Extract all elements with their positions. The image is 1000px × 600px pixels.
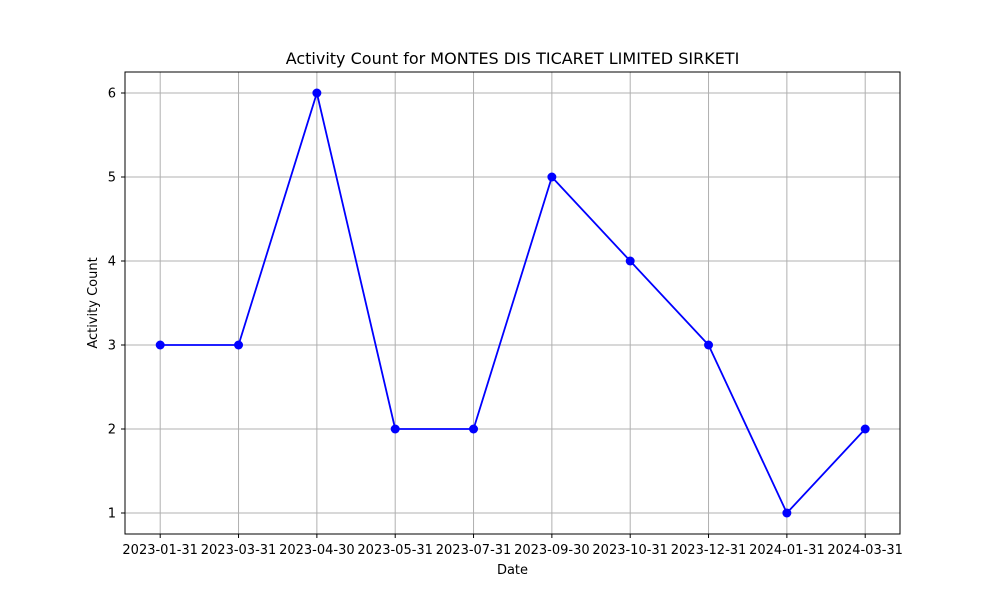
chart-title: Activity Count for MONTES DIS TICARET LI… [286, 49, 740, 68]
ticks: 2023-01-31 2023-03-31 2023-04-30 2023-05-31… [108, 87, 903, 559]
series-layer [155, 88, 870, 518]
x-tick-label: 2023-12-31 [671, 543, 747, 558]
data-point-marker [704, 340, 714, 350]
data-point-marker [390, 424, 400, 434]
x-tick-label: 2023-09-30 [514, 543, 590, 558]
data-point-marker [782, 508, 792, 518]
data-point-marker [312, 88, 322, 98]
y-tick-label: 3 [108, 339, 116, 354]
y-tick-label: 1 [108, 507, 116, 522]
data-point-marker [469, 424, 479, 434]
grid [125, 72, 900, 534]
x-tick-label: 2023-03-31 [201, 543, 277, 558]
y-tick-label: 6 [108, 87, 116, 102]
plot-area-frame [124, 71, 901, 535]
x-tick-label: 2024-03-31 [827, 543, 903, 558]
x-tick-label: 2024-01-31 [749, 543, 825, 558]
data-point-marker [234, 340, 244, 350]
x-axis-label: Date [497, 563, 528, 578]
series-line [160, 92, 866, 514]
x-tick-label: 2023-05-31 [357, 543, 433, 558]
x-tick-label: 2023-01-31 [122, 543, 198, 558]
y-axis-label: Activity Count [86, 257, 101, 348]
data-point-marker [547, 172, 557, 182]
x-tick-label: 2023-04-30 [279, 543, 355, 558]
y-tick-label: 2 [108, 423, 116, 438]
x-tick-label: 2023-10-31 [592, 543, 668, 558]
data-point-marker [860, 424, 870, 434]
data-point-marker [625, 256, 635, 266]
data-point-marker [155, 340, 165, 350]
x-tick-label: 2023-07-31 [436, 543, 512, 558]
y-tick-label: 4 [108, 255, 116, 270]
y-tick-label: 5 [108, 171, 116, 186]
